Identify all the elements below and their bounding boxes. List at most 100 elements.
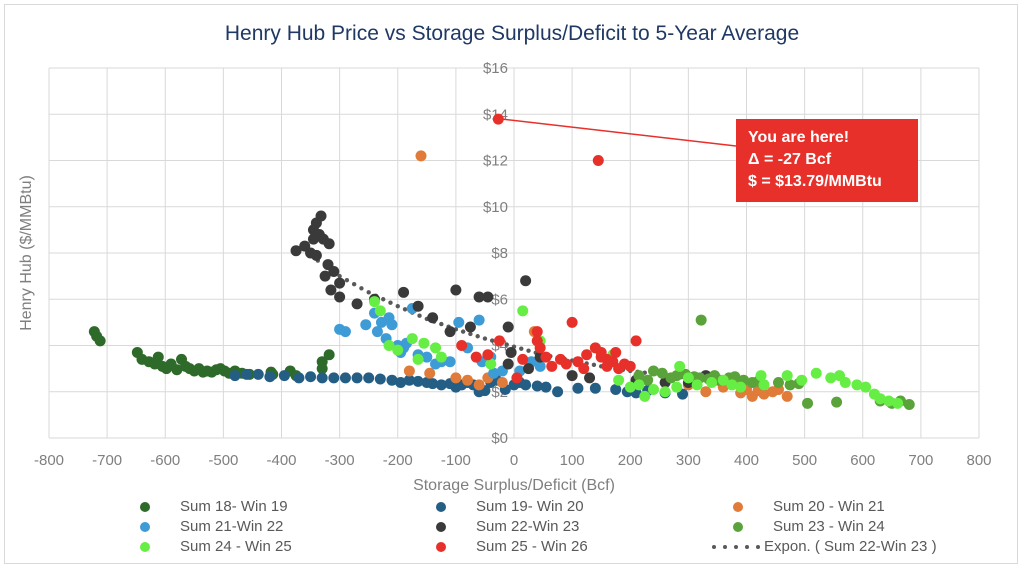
y-tick-label: $16 [483,60,508,77]
trendline-dot [417,313,422,318]
data-point [502,321,514,333]
data-point [415,150,427,162]
legend-item[interactable]: Sum 22-Win 23 [436,518,579,535]
data-point [360,319,372,331]
data-point [520,379,532,391]
data-point [435,351,447,363]
data-point [323,238,335,250]
data-point [648,383,659,395]
trendline-dot [351,282,357,287]
data-point [633,379,645,391]
data-point [386,319,398,331]
legend-item[interactable]: Sum 23 - Win 24 [733,518,885,535]
data-point [351,298,363,310]
data-point [531,380,543,392]
data-point [339,372,351,384]
data-point [578,363,590,375]
data-point [883,395,895,407]
data-point [334,323,346,335]
legend-marker-icon [733,521,743,532]
data-point [229,370,241,382]
data-point [427,312,439,324]
data-point [642,374,654,386]
trendline-dot [490,338,495,343]
x-tick-label: 800 [966,452,991,469]
data-point [758,379,770,391]
legend-item[interactable]: Sum 18- Win 19 [140,498,288,515]
data-point [610,383,622,395]
trendline-dot [468,331,473,337]
data-point [444,356,456,368]
y-tick-label: $12 [483,153,508,170]
x-tick-label: -800 [34,452,64,469]
data-point [560,358,572,370]
data-point [772,377,784,388]
data-point [421,351,433,363]
data-point [453,316,465,328]
data-point [810,367,822,379]
x-tick-label: 400 [734,452,759,469]
x-tick-label: 700 [908,452,933,469]
legend-item[interactable]: Expon. ( Sum 22-Win 23 ) [710,538,937,555]
data-point [307,233,319,245]
data-point [784,379,796,391]
legend-item[interactable]: Sum 19- Win 20 [436,498,584,515]
data-point [427,378,439,390]
x-tick-label: -100 [441,452,471,469]
data-point [493,335,505,347]
data-point [310,249,322,261]
data-point [695,314,707,326]
data-point [369,296,380,308]
data-point [589,382,601,394]
data-point [371,326,383,338]
data-point [874,393,886,405]
data-point [781,390,793,402]
data-point [682,372,694,384]
data-point [825,372,837,384]
data-point [613,374,625,386]
data-point [610,346,622,358]
data-point [511,372,523,384]
data-point [241,368,253,380]
data-point [264,371,276,383]
legend-item[interactable]: Sum 24 - Win 25 [140,538,292,555]
legend-label: Sum 22-Win 23 [476,518,580,535]
trendline-dot [395,303,400,309]
data-point [316,356,328,368]
trendline-dot [402,307,408,312]
trendline-dot [337,273,342,279]
data-point [691,379,703,391]
legend-item[interactable]: Sum 25 - Win 26 [436,538,588,555]
x-axis-label: Storage Surplus/Deficit (Bcf) [413,477,615,494]
legend-marker-icon [436,521,446,532]
data-point [374,305,386,317]
data-point [758,388,770,400]
legend-item[interactable]: Sum 20 - Win 21 [733,498,885,515]
data-point [290,245,302,257]
x-tick-label: 200 [618,452,643,469]
data-point [403,374,415,386]
legend-label: Sum 25 - Win 26 [476,538,588,555]
legend-marker-icon [140,501,150,512]
data-point [383,340,395,351]
x-tick-label: 500 [792,452,817,469]
y-tick-label: $10 [483,199,508,216]
data-point [700,386,712,398]
chart-frame [4,4,1018,564]
data-point [755,370,767,382]
trendline-dot [381,297,386,302]
legend-item[interactable]: Sum 21-Win 22 [140,518,283,535]
data-point [319,270,331,282]
data-point [671,381,683,393]
data-point [624,360,636,372]
data-point [505,346,517,358]
x-tick-label: -400 [266,452,296,469]
data-point [152,351,164,363]
data-point [492,113,504,125]
trendline-dot [526,348,531,353]
x-tick-label: 0 [510,452,518,469]
trendline-dot [439,321,444,327]
data-point [323,349,335,361]
annotation-callout: You are here! Δ = -27 Bcf $ = $13.79/MMB… [736,119,918,202]
trendline-dot [482,336,488,341]
